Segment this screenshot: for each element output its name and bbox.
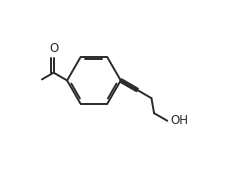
Text: O: O xyxy=(49,42,58,55)
Text: OH: OH xyxy=(170,114,188,127)
